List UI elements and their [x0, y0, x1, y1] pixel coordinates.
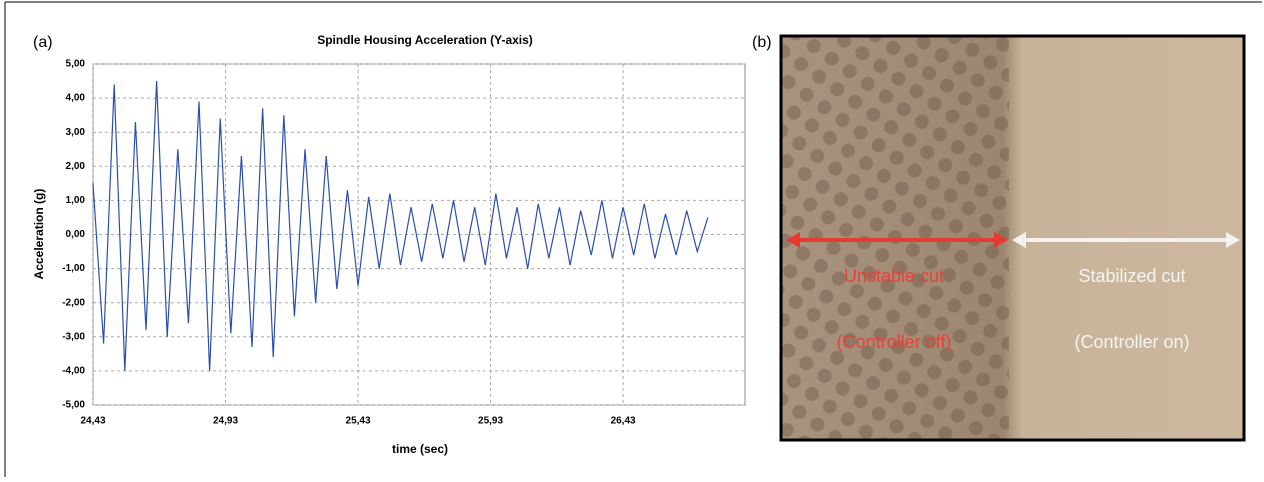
photo-label: Stabilized cut [1078, 266, 1185, 286]
signal-line [92, 81, 709, 371]
y-tick-label: 4,00 [66, 93, 86, 104]
photo-sublabel: (Controller on) [1074, 332, 1189, 352]
red-arrow [786, 232, 1008, 248]
chart-title: Spindle Housing Acceleration (Y-axis) [317, 33, 533, 47]
y-tick-label: -3,00 [62, 331, 85, 342]
photo-label: Unstable cut [844, 266, 944, 286]
x-axis-label: time (sec) [392, 442, 448, 456]
y-tick-label: -2,00 [62, 297, 85, 308]
x-tick-label: 24,93 [213, 416, 238, 427]
y-tick-label: 2,00 [66, 161, 86, 172]
y-tick-label: 0,00 [66, 229, 86, 240]
x-tick-label: 25,43 [346, 416, 371, 427]
y-tick-label: 3,00 [66, 127, 86, 138]
x-tick-label: 26,43 [611, 416, 636, 427]
white-arrow [1012, 232, 1240, 248]
x-tick-label: 24,43 [80, 416, 105, 427]
y-axis-label: Acceleration (g) [32, 189, 46, 280]
y-tick-label: -5,00 [62, 400, 85, 411]
panel-label: (a) [33, 34, 53, 51]
y-tick-label: -4,00 [62, 366, 85, 377]
y-tick-label: 5,00 [66, 59, 86, 70]
x-tick-label: 25,93 [478, 416, 503, 427]
panel-label: (b) [752, 34, 772, 51]
photo-border [779, 34, 1246, 442]
y-tick-label: -1,00 [62, 263, 85, 274]
y-tick-label: 1,00 [66, 195, 86, 206]
photo-sublabel: (Controller off) [837, 332, 952, 352]
